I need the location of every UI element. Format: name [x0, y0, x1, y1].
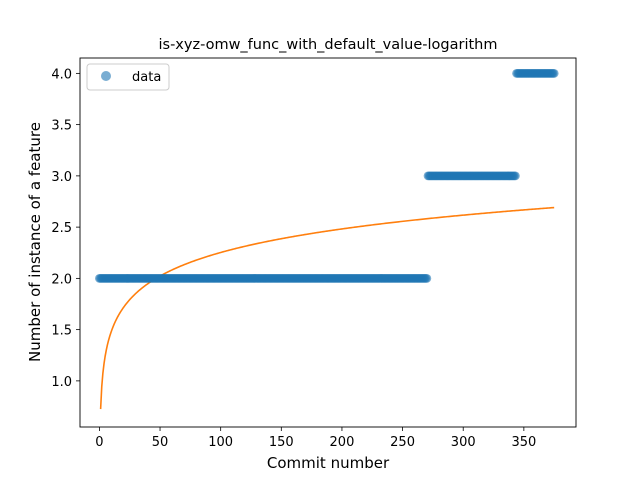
- x-tick-label: 100: [208, 435, 233, 450]
- legend-marker-data: [101, 71, 111, 81]
- y-axis-label: Number of instance of a feature: [26, 122, 44, 362]
- points-layer: [95, 68, 559, 283]
- data-point: [422, 273, 432, 283]
- plot-frame: [79, 57, 577, 428]
- data-point: [549, 68, 559, 78]
- fit-layer: [99, 206, 555, 410]
- x-tick-label: 50: [152, 435, 169, 450]
- x-axis-label: Commit number: [267, 454, 390, 472]
- y-tick-label: 3.5: [51, 119, 72, 134]
- y-tick-label: 1.0: [51, 375, 72, 390]
- legend-label-data: data: [132, 70, 161, 85]
- plot-background: [80, 58, 576, 427]
- x-axis: 0 50 100 150 200 250 300 350: [95, 427, 536, 450]
- y-tick-label: 4.0: [51, 67, 72, 82]
- legend-box: [86, 63, 170, 91]
- y-axis: 1.0 1.5 2.0 2.5 3.0 3.5 4.0: [51, 67, 80, 390]
- data-point: [510, 171, 520, 181]
- y-tick-label: 2.0: [51, 272, 72, 287]
- plot-area: [79, 57, 577, 428]
- x-tick-label: 300: [451, 435, 476, 450]
- x-tick-label: 200: [330, 435, 355, 450]
- x-tick-label: 150: [269, 435, 294, 450]
- x-tick-label: 0: [95, 435, 103, 450]
- y-tick-label: 1.5: [51, 324, 72, 339]
- fit-line: [99, 206, 555, 410]
- x-tick-label: 350: [511, 435, 536, 450]
- x-tick-label: 250: [390, 435, 415, 450]
- y-tick-label: 2.5: [51, 221, 72, 236]
- chart-title: is-xyz-omw_func_with_default_value-logar…: [158, 37, 497, 53]
- legend: data: [86, 63, 170, 91]
- y-tick-label: 3.0: [51, 170, 72, 185]
